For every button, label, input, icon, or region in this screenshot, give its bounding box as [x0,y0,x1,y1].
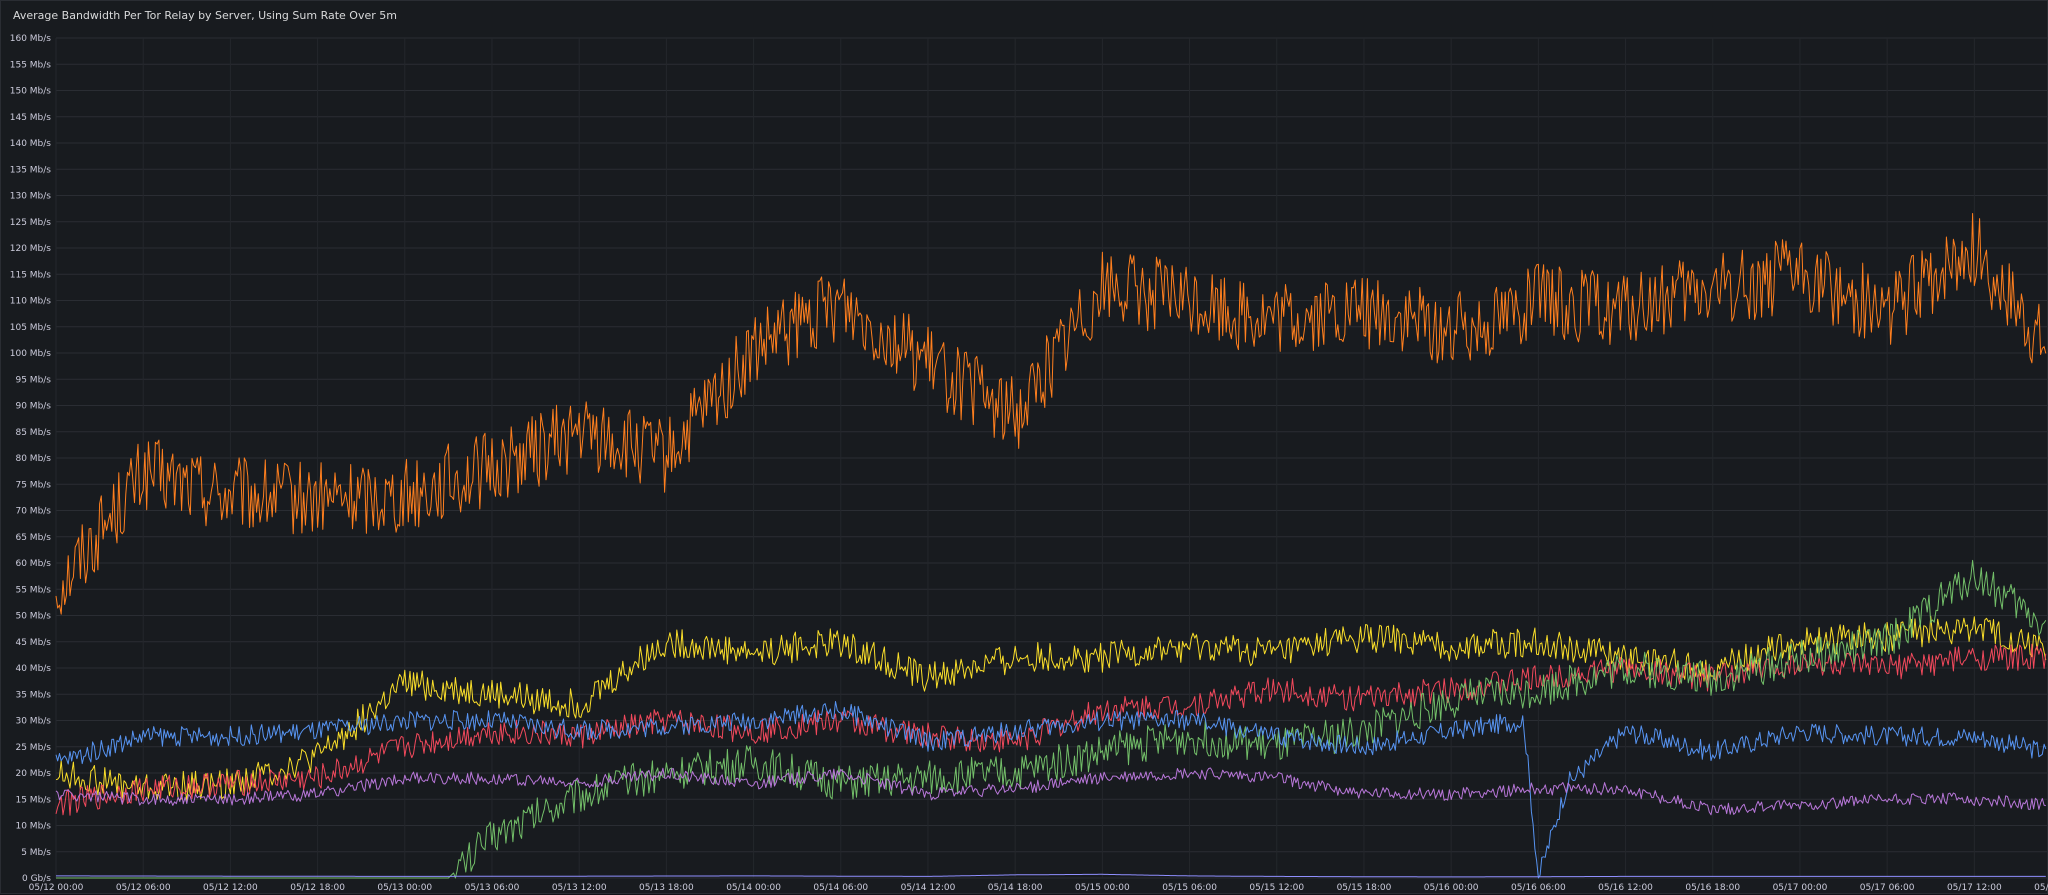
x-tick-label: 05/15 06:00 [1162,883,1217,893]
y-tick-label: 85 Mb/s [15,428,51,438]
x-tick-label: 05/14 12:00 [901,883,956,893]
x-tick-label: 05/13 12:00 [552,883,607,893]
y-tick-label: 70 Mb/s [15,507,51,517]
x-tick-label: 05/13 06:00 [465,883,520,893]
x-tick-label: 05/12 06:00 [116,883,171,893]
y-tick-label: 10 Mb/s [15,822,51,832]
y-tick-label: 50 Mb/s [15,612,51,622]
y-tick-label: 130 Mb/s [10,192,52,202]
x-tick-label: 05/16 00:00 [1424,883,1479,893]
series-line [55,615,2047,801]
x-tick-label: 05/12 12:00 [203,883,258,893]
x-tick-label: 05/16 18:00 [1685,883,1740,893]
y-tick-label: 160 Mb/s [10,34,52,44]
series-line [56,559,2047,879]
x-tick-label: 05/17 18:00 [2034,883,2048,893]
y-tick-label: 145 Mb/s [10,113,52,123]
y-tick-label: 140 Mb/s [10,139,52,149]
y-tick-label: 155 Mb/s [10,60,52,70]
y-tick-label: 90 Mb/s [15,402,51,412]
x-tick-label: 05/17 06:00 [1860,883,1915,893]
y-tick-label: 125 Mb/s [10,218,52,228]
y-tick-label: 40 Mb/s [15,664,51,674]
x-tick-label: 05/13 18:00 [639,883,694,893]
y-tick-label: 30 Mb/s [15,717,51,727]
y-tick-label: 150 Mb/s [10,87,52,97]
x-tick-label: 05/15 12:00 [1249,883,1304,893]
y-tick-label: 55 Mb/s [15,585,51,595]
y-tick-label: 120 Mb/s [10,244,52,254]
x-tick-label: 05/12 00:00 [29,883,84,893]
y-tick-label: 65 Mb/s [15,533,51,543]
y-tick-label: 20 Mb/s [15,769,51,779]
series-line [55,643,2047,816]
series-line [55,767,2046,816]
y-tick-label: 35 Mb/s [15,690,51,700]
series-line [56,873,2046,878]
y-tick-label: 75 Mb/s [15,480,51,490]
x-tick-label: 05/14 00:00 [726,883,781,893]
y-tick-label: 135 Mb/s [10,165,52,175]
x-tick-label: 05/12 18:00 [290,883,345,893]
x-tick-label: 05/17 00:00 [1773,883,1828,893]
x-tick-label: 05/17 12:00 [1947,883,2002,893]
x-tick-label: 05/15 00:00 [1075,883,1130,893]
y-tick-label: 115 Mb/s [10,270,52,280]
y-tick-label: 80 Mb/s [15,454,51,464]
y-tick-label: 5 Mb/s [21,848,51,858]
series-line [55,701,2047,879]
x-tick-label: 05/16 06:00 [1511,883,1566,893]
panel-title[interactable]: Average Bandwidth Per Tor Relay by Serve… [13,9,397,22]
y-tick-label: 0 Gb/s [22,874,51,884]
x-tick-label: 05/15 18:00 [1337,883,1392,893]
y-tick-label: 45 Mb/s [15,638,51,648]
series-line [55,213,2047,615]
y-tick-label: 60 Mb/s [15,559,51,569]
y-tick-label: 100 Mb/s [10,349,52,359]
y-tick-label: 95 Mb/s [15,375,51,385]
x-tick-label: 05/13 00:00 [377,883,432,893]
y-tick-label: 15 Mb/s [15,795,51,805]
x-tick-label: 05/14 18:00 [988,883,1043,893]
y-tick-label: 110 Mb/s [10,297,52,307]
x-tick-label: 05/16 12:00 [1598,883,1653,893]
y-tick-label: 105 Mb/s [10,323,52,333]
y-tick-label: 25 Mb/s [15,743,51,753]
x-tick-label: 05/14 06:00 [813,883,868,893]
